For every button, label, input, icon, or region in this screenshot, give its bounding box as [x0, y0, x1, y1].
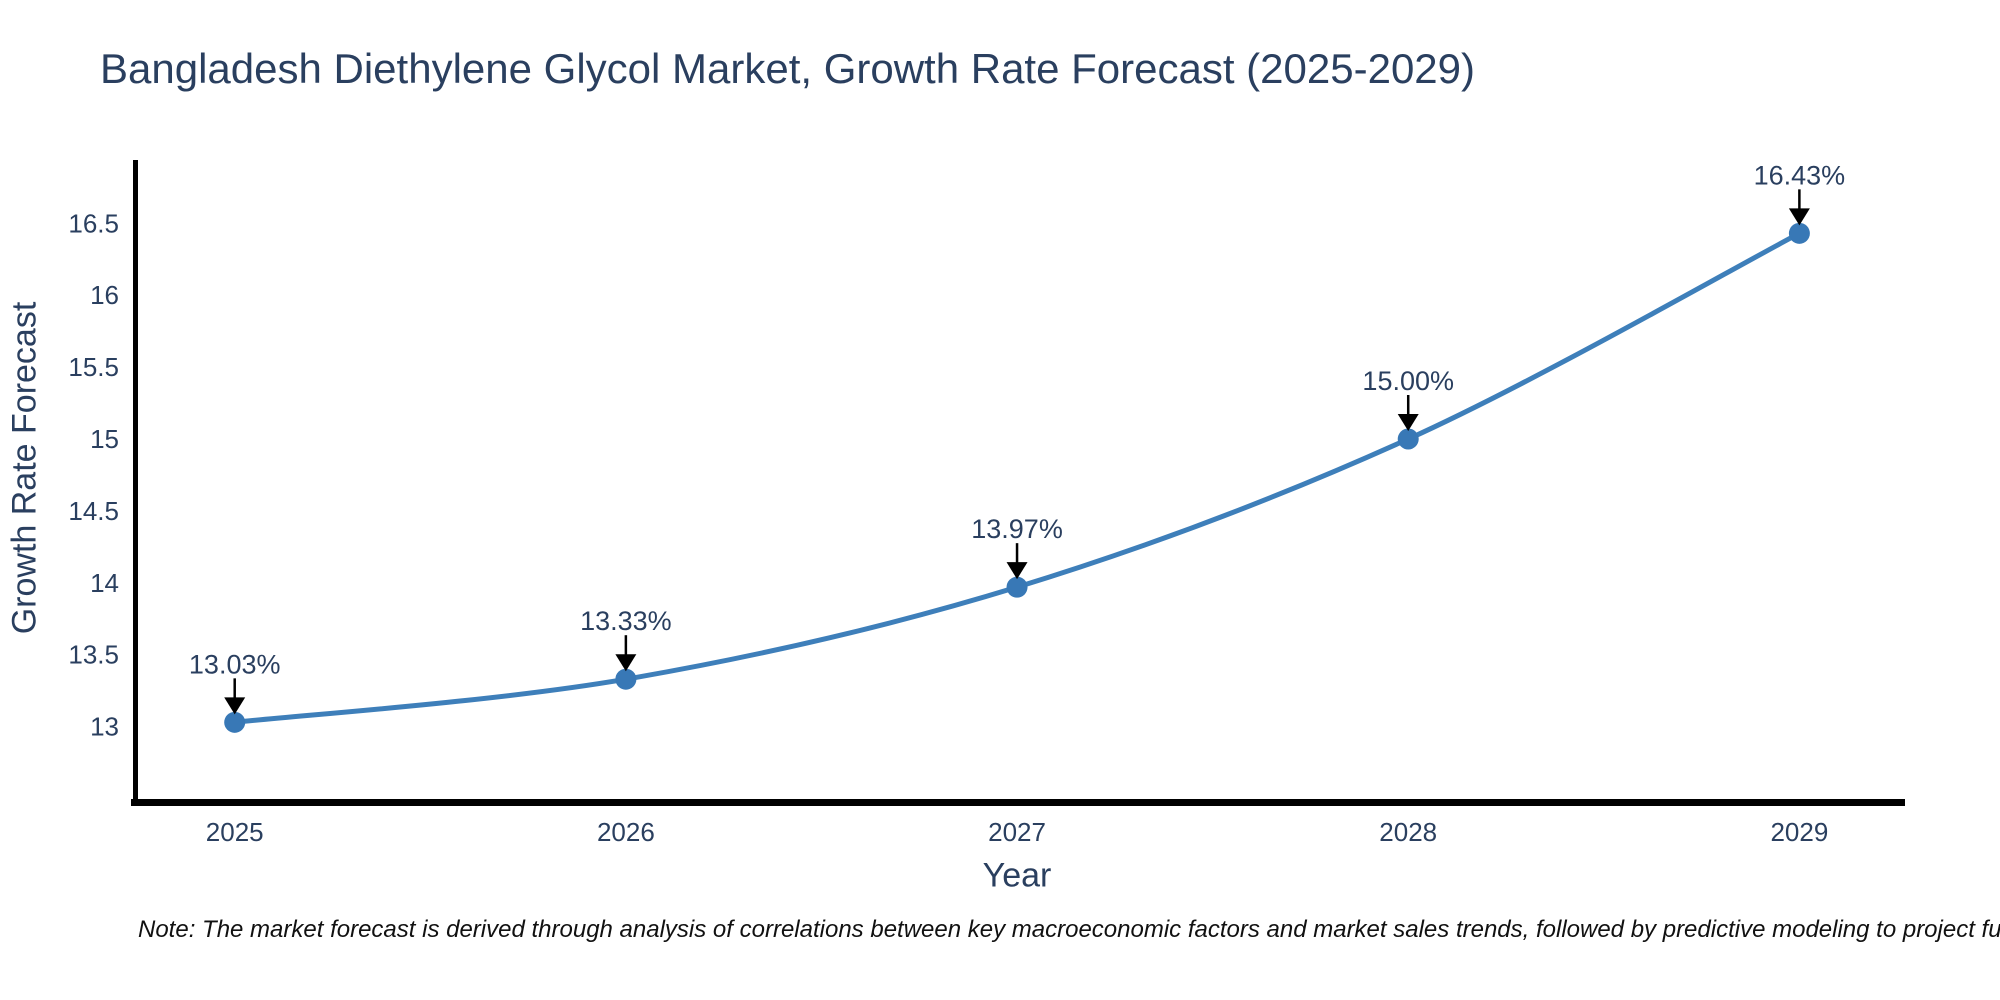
y-tick-label: 13.5: [68, 640, 119, 670]
point-annotation: 16.43%: [1754, 160, 1846, 190]
annotation-arrow-head: [1006, 562, 1028, 580]
data-point[interactable]: [224, 711, 246, 733]
trend-line: [232, 230, 1802, 725]
x-tick-label: 2025: [206, 817, 264, 847]
point-annotation: 15.00%: [1362, 366, 1454, 396]
data-point[interactable]: [1397, 428, 1419, 450]
point-annotation: 13.03%: [189, 649, 281, 679]
annotation-arrow-head: [1788, 208, 1810, 226]
footnote: Note: The market forecast is derived thr…: [138, 916, 2000, 943]
data-point[interactable]: [1788, 222, 1810, 244]
annotation-arrow-head: [615, 654, 637, 672]
x-tick-label: 2026: [597, 817, 655, 847]
point-annotation: 13.97%: [971, 514, 1063, 544]
annotation-arrow-head: [1397, 414, 1419, 432]
y-axis-line: [133, 160, 138, 806]
x-axis-line: [131, 799, 1905, 806]
x-tick-label: 2028: [1379, 817, 1437, 847]
x-tick-label: 2029: [1770, 817, 1828, 847]
x-axis-title: Year: [982, 856, 1052, 895]
y-tick-label: 15: [90, 424, 119, 454]
chart-title: Bangladesh Diethylene Glycol Market, Gro…: [100, 45, 1476, 92]
y-tick-label: 13: [90, 712, 119, 742]
x-tick-label: 2027: [988, 817, 1046, 847]
data-point[interactable]: [1006, 576, 1028, 598]
data-point[interactable]: [615, 668, 637, 690]
y-tick-label: 15.5: [68, 352, 119, 382]
point-annotation: 13.33%: [580, 606, 672, 636]
y-tick-label: 16: [90, 280, 119, 310]
y-tick-label: 14.5: [68, 496, 119, 526]
y-tick-label: 16.5: [68, 208, 119, 238]
y-tick-label: 14: [90, 568, 119, 598]
annotation-arrow-head: [224, 697, 246, 715]
